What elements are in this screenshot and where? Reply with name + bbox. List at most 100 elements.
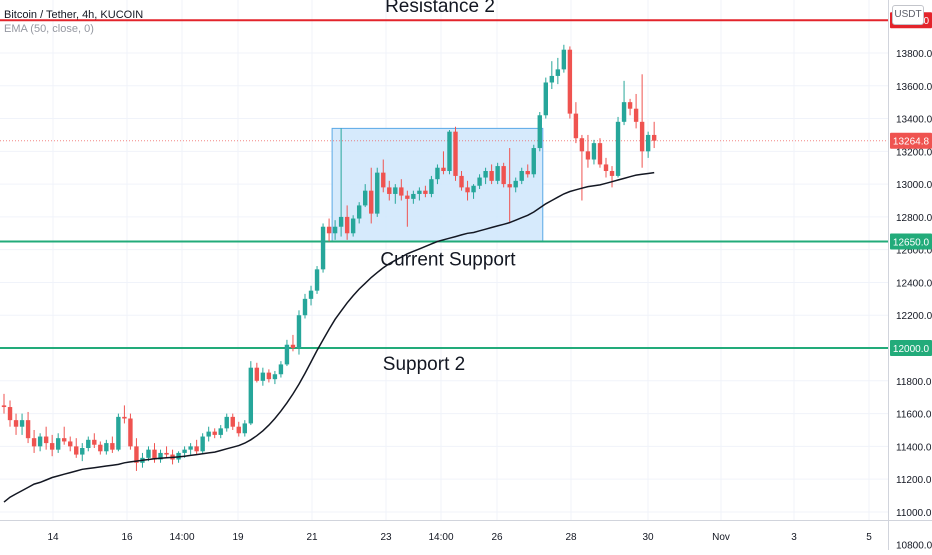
candle xyxy=(651,121,657,149)
candle-body xyxy=(513,180,518,188)
candle-body xyxy=(543,82,548,116)
candle-body xyxy=(194,446,199,452)
candle-body xyxy=(308,290,314,299)
candle xyxy=(19,413,25,435)
candle xyxy=(561,44,567,73)
candle-body xyxy=(356,205,362,219)
symbol-title: Bitcoin / Tether, 4h, KUCOIN xyxy=(4,9,144,21)
candle-body xyxy=(272,374,278,380)
candle-body xyxy=(146,449,151,458)
candle xyxy=(417,187,422,201)
candle-body xyxy=(615,121,621,176)
candle xyxy=(31,429,37,453)
candle xyxy=(579,134,585,201)
candle xyxy=(7,400,13,427)
candle xyxy=(435,164,440,185)
candle-body xyxy=(471,185,476,193)
currency-badge[interactable]: USDT xyxy=(892,5,924,25)
candle xyxy=(122,405,127,424)
candle-body xyxy=(128,418,133,447)
price-tick-label: 12400.0 xyxy=(896,278,932,289)
candle xyxy=(483,167,488,185)
last-price-tag xyxy=(890,132,932,149)
candle xyxy=(92,433,97,449)
candle-body xyxy=(609,170,615,176)
candle xyxy=(507,148,512,224)
candle xyxy=(441,151,446,175)
time-tick-label: 19 xyxy=(232,532,244,543)
candle xyxy=(49,434,55,457)
candle-body xyxy=(633,108,639,122)
candle-body xyxy=(158,452,163,460)
candle xyxy=(80,443,85,462)
time-tick-label: 30 xyxy=(642,532,654,543)
candle-body xyxy=(531,148,536,175)
candle xyxy=(1,393,7,414)
candle xyxy=(296,310,302,355)
candle xyxy=(471,184,476,199)
candle-body xyxy=(639,121,645,152)
candle-body xyxy=(122,416,127,419)
candle xyxy=(116,413,121,452)
candle xyxy=(284,339,290,367)
candle-body xyxy=(212,431,217,435)
level-price-tag xyxy=(890,233,932,250)
current-support-label: Current Support xyxy=(380,249,516,270)
candle xyxy=(423,185,428,198)
price-tick-label: 13000.0 xyxy=(896,180,932,191)
candle-body xyxy=(25,420,31,439)
candle-body xyxy=(80,448,85,455)
candle-body xyxy=(651,134,657,141)
time-tick-label: 23 xyxy=(380,532,392,543)
candle xyxy=(200,433,205,453)
candle-body xyxy=(369,190,374,214)
candle-body xyxy=(200,436,205,452)
candle-body xyxy=(519,170,524,181)
candle xyxy=(381,159,386,193)
candle xyxy=(387,180,392,201)
candle xyxy=(128,413,133,450)
candle-body xyxy=(98,444,103,452)
candle xyxy=(465,180,470,201)
candle xyxy=(146,446,151,462)
candle-body xyxy=(435,167,440,180)
candle xyxy=(519,167,524,185)
candle xyxy=(230,413,235,430)
time-tick-label: 21 xyxy=(306,532,318,543)
candle-body xyxy=(206,431,211,437)
candle-body xyxy=(393,187,398,194)
candle xyxy=(332,220,338,240)
candle-body xyxy=(296,315,302,349)
candle-body xyxy=(603,164,609,171)
candle-body xyxy=(405,195,410,199)
candle-body xyxy=(621,102,627,122)
candle-body xyxy=(429,179,434,194)
candle-body xyxy=(597,143,603,165)
candles-layer xyxy=(1,44,657,471)
candle-body xyxy=(43,436,49,444)
candle xyxy=(369,167,374,224)
candle-body xyxy=(501,166,506,185)
candle-body xyxy=(495,166,500,181)
candle-body xyxy=(62,438,67,442)
annotations-layer: Resistance 2 Current Support Support 2 xyxy=(380,0,516,375)
candle-body xyxy=(49,443,55,450)
candle-body xyxy=(507,184,512,188)
price-tick-label: 12800.0 xyxy=(896,213,932,224)
candle-body xyxy=(92,439,97,445)
price-tick-label: 13400.0 xyxy=(896,115,932,126)
ema-line xyxy=(3,171,655,503)
candle-body xyxy=(381,172,386,188)
candle xyxy=(326,218,332,242)
candle xyxy=(633,93,639,129)
price-tick-label: 13600.0 xyxy=(896,82,932,93)
candle xyxy=(37,433,43,452)
candle xyxy=(86,436,91,452)
candle-body xyxy=(104,443,109,452)
candle xyxy=(513,177,518,193)
price-tick-label: 12200.0 xyxy=(896,311,932,322)
candle xyxy=(55,433,61,453)
